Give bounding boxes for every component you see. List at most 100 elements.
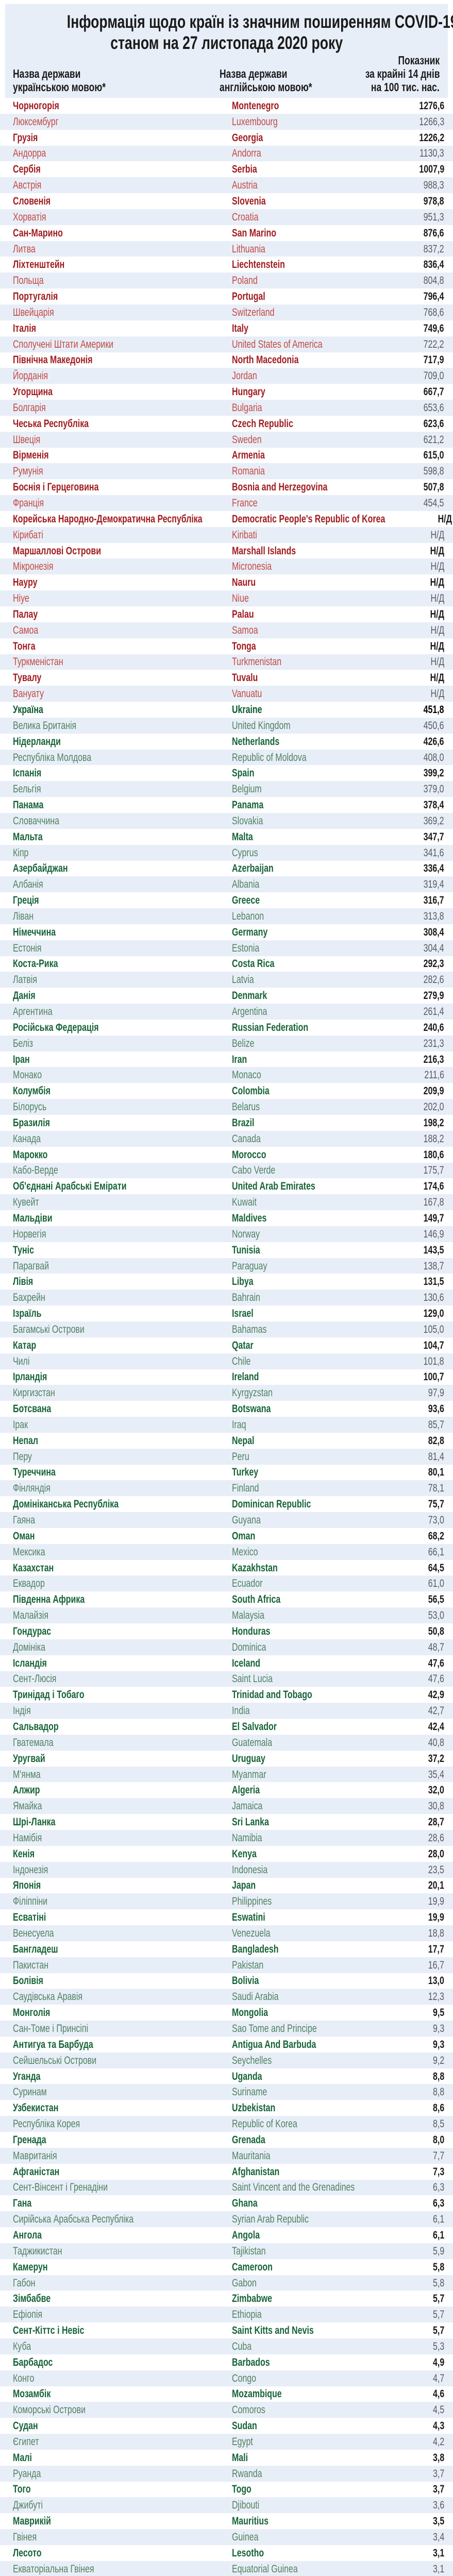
country-name-en: Mauritius [232, 2515, 269, 2528]
table-row: Естонія Estonia 304,4 [0, 940, 453, 956]
table-row: Італія Italy 749,6 [0, 320, 453, 336]
table-row: Республіка Молдова Republic of Moldova 408… [0, 749, 453, 766]
rate-value: 5,3 [432, 2340, 444, 2352]
rate-value: 64,5 [428, 1562, 444, 1574]
table-row: Сент-Кіттс і Невіс Saint Kitts and Nevis 5… [0, 2323, 453, 2338]
country-name-ua: Ніуе [13, 592, 29, 605]
country-name-en: Czech Republic [232, 417, 293, 430]
country-name-en: Seychelles [232, 2054, 272, 2066]
country-name-en: Niue [232, 592, 249, 605]
table-row: Габон Gabon 5,8 [0, 2275, 453, 2291]
country-name-en: Indonesia [232, 1863, 268, 1876]
country-name-ua: Бельгія [13, 783, 41, 795]
rate-value: 175,7 [424, 1164, 444, 1177]
table-row: Самоа Samoa Н/Д [0, 622, 453, 638]
table-row: Уганда Uganda 8,8 [0, 2068, 453, 2084]
rate-value: 198,2 [424, 1116, 444, 1129]
country-name-ua: Гренада [13, 2133, 46, 2146]
country-name-en: Hungary [232, 386, 265, 398]
country-name-en: Finland [232, 1482, 259, 1495]
rate-value: 216,3 [424, 1053, 444, 1065]
country-name-ua: Коста-Рика [13, 958, 58, 970]
rate-value: 42,9 [428, 1689, 444, 1701]
country-name-en: Colombia [232, 1085, 270, 1097]
table-row: Катар Qatar 104,7 [0, 1337, 453, 1353]
country-name-ua: Того [13, 2483, 31, 2496]
country-name-ua: Мозамбік [13, 2388, 51, 2400]
country-name-en: Afghanistan [232, 2165, 280, 2178]
country-name-en: Albania [232, 878, 260, 891]
country-name-en: El Salvador [232, 1720, 277, 1733]
country-name-en: Saint Lucia [232, 1673, 273, 1685]
table-row: Ліван Lebanon 313,8 [0, 908, 453, 924]
table-row: Андорра Andorra 1130,3 [0, 145, 453, 162]
country-name-en: Andorra [232, 147, 261, 160]
country-name-en: Sudan [232, 2420, 257, 2432]
country-name-en: Kazakhstan [232, 1562, 278, 1574]
rate-value: 18,8 [428, 1927, 444, 1939]
country-name-ua: Мікронезія [13, 561, 54, 573]
table-row: Вірменія Armenia 615,0 [0, 447, 453, 464]
table-row: Малі Mali 3,8 [0, 2449, 453, 2466]
country-name-en: Sao Tome and Principe [232, 2023, 317, 2035]
rate-value: 68,2 [428, 1530, 444, 1542]
country-name-ua: Іспанія [13, 767, 42, 779]
country-name-ua: Іран [13, 1053, 30, 1065]
country-name-en: Rwanda [232, 2467, 262, 2480]
country-name-ua: Туніс [13, 1244, 34, 1256]
table-row: Еквадор Ecuador 61,0 [0, 1575, 453, 1592]
table-row: Швеція Sweden 621,2 [0, 431, 453, 448]
rate-value: 837,2 [424, 243, 444, 255]
country-name-ua: Філіппіни [13, 1895, 48, 1908]
rate-value: 6,1 [432, 2229, 444, 2241]
country-name-ua: Саудівська Аравія [13, 1991, 83, 2003]
table-row: Коморські Острови Comoros 4,5 [0, 2402, 453, 2418]
rate-value: 188,2 [424, 1132, 444, 1145]
rate-value: 5,8 [432, 2277, 444, 2289]
country-name-en: Chile [232, 1355, 251, 1367]
country-name-ua: Гана [13, 2197, 32, 2210]
table-row: Ангола Angola 6,1 [0, 2227, 453, 2243]
country-name-en: Mauritania [232, 2149, 271, 2162]
country-name-en: Russian Federation [232, 1021, 309, 1033]
rate-value: 1266,3 [419, 115, 444, 128]
country-name-ua: Словенія [13, 195, 51, 207]
country-name-en: Slovenia [232, 195, 266, 207]
rate-value: 30,8 [428, 1800, 444, 1812]
country-name-ua: Бангладеш [13, 1943, 58, 1955]
country-name-en: Nauru [232, 577, 256, 589]
country-name-ua: Естонія [13, 942, 42, 954]
country-name-ua: Сейшельські Острови [13, 2054, 97, 2066]
country-name-en: Lithuania [232, 243, 265, 255]
country-name-ua: Вірменія [13, 449, 49, 462]
rate-value: 167,8 [424, 1196, 444, 1209]
country-name-ua: Пакистан [13, 1959, 49, 1971]
country-name-en: Zimbabwe [232, 2293, 273, 2305]
country-name-en: Uganda [232, 2070, 262, 2082]
rate-value: 37,2 [428, 1752, 444, 1765]
table-row: Нідерланди Netherlands 426,6 [0, 733, 453, 750]
rate-value: 9,2 [432, 2054, 444, 2066]
rate-value: 240,6 [424, 1021, 444, 1033]
country-name-en: Iraq [232, 1418, 246, 1431]
rate-value: 623,6 [424, 417, 444, 430]
country-name-en: South Africa [232, 1594, 281, 1606]
country-name-en: Equatorial Guinea [232, 2563, 298, 2575]
country-name-en: Ghana [232, 2197, 258, 2210]
rate-value: 85,7 [428, 1418, 444, 1431]
country-name-ua: Кабо-Верде [13, 1164, 58, 1177]
rate-value: 81,4 [428, 1450, 444, 1463]
rate-value: Н/Д [430, 592, 444, 605]
table-row: Конго Congo 4,7 [0, 2370, 453, 2386]
table-row: Малайзія Malaysia 53,0 [0, 1607, 453, 1623]
country-name-ua: Японія [13, 1879, 41, 1892]
country-name-ua: Сербія [13, 163, 41, 176]
rate-value: 5,7 [432, 2293, 444, 2305]
table-row: Сент-Люсія Saint Lucia 47,6 [0, 1671, 453, 1687]
rate-value: 667,7 [424, 386, 444, 398]
country-name-ua: Чилі [13, 1355, 30, 1367]
rate-value: 174,6 [424, 1180, 444, 1193]
column-header-ua-line2: українською мовою* [13, 80, 106, 94]
country-name-ua: Швеція [13, 433, 41, 446]
page-title: Інформація щодо країн із значним поширен… [5, 4, 453, 54]
